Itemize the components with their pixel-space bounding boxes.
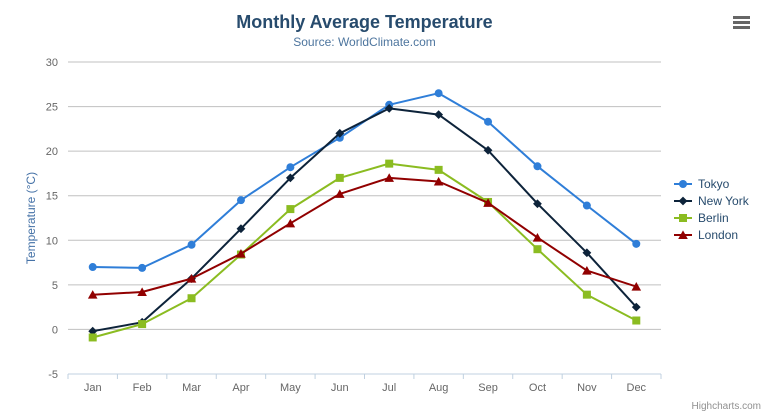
legend-item-tokyo[interactable]: Tokyo — [673, 176, 749, 192]
circle-marker-icon — [674, 180, 692, 188]
hamburger-bar — [733, 26, 750, 29]
data-point-berlin[interactable] — [335, 173, 344, 182]
data-point-berlin[interactable] — [385, 159, 394, 168]
x-axis-tick-label: Jul — [382, 382, 396, 394]
data-point-berlin[interactable] — [533, 245, 542, 254]
triangle-marker-icon — [674, 230, 692, 239]
data-point-tokyo[interactable] — [187, 240, 196, 249]
series-line-london[interactable] — [91, 176, 638, 296]
data-point-tokyo[interactable] — [286, 163, 295, 172]
x-axis-tick-label: Jan — [84, 382, 102, 394]
legend-label-tokyo: Tokyo — [698, 177, 730, 191]
data-point-tokyo[interactable] — [236, 196, 245, 205]
data-point-new-york[interactable] — [533, 199, 542, 209]
data-point-tokyo[interactable] — [138, 263, 147, 272]
data-point-london[interactable] — [334, 189, 345, 198]
y-axis-tick-label: -5 — [48, 369, 58, 381]
data-point-new-york[interactable] — [88, 326, 98, 336]
y-axis-title: Temperature (°C) — [24, 171, 38, 265]
data-point-london[interactable] — [87, 290, 98, 299]
legend-label-new-york: New York — [698, 194, 749, 208]
y-axis-tick-label: 20 — [46, 146, 58, 158]
data-point-london[interactable] — [137, 287, 147, 296]
diamond-marker-icon — [674, 196, 692, 206]
data-point-london[interactable] — [532, 233, 543, 242]
credits-link[interactable]: Highcharts.com — [691, 401, 761, 412]
data-point-new-york[interactable] — [434, 110, 444, 119]
data-point-new-york[interactable] — [582, 248, 592, 258]
data-point-berlin[interactable] — [434, 165, 443, 174]
data-point-berlin[interactable] — [632, 316, 641, 325]
square-marker-icon — [674, 214, 692, 222]
series-line-tokyo[interactable] — [91, 92, 638, 269]
data-point-new-york[interactable] — [384, 103, 394, 113]
hamburger-bar — [733, 16, 750, 19]
y-axis-tick-label: 25 — [46, 102, 58, 114]
y-axis-tick-label: 15 — [46, 191, 58, 203]
x-axis-tick-label: Apr — [232, 382, 249, 394]
data-point-tokyo[interactable] — [434, 89, 443, 98]
data-point-tokyo[interactable] — [533, 162, 542, 171]
data-point-berlin[interactable] — [88, 333, 97, 342]
legend-label-london: London — [698, 228, 739, 242]
data-point-tokyo[interactable] — [632, 239, 641, 248]
x-axis-tick-label: Jun — [331, 382, 349, 394]
legend-marker-symbol — [678, 230, 688, 239]
x-axis-tick-label: Dec — [627, 382, 647, 394]
chart-title: Monthly Average Temperature — [236, 12, 493, 32]
data-point-tokyo[interactable] — [582, 201, 591, 210]
data-point-berlin[interactable] — [187, 294, 196, 303]
x-axis-tick-label: Aug — [429, 382, 449, 394]
data-point-tokyo[interactable] — [88, 263, 97, 272]
y-axis-tick-label: 30 — [46, 57, 58, 69]
x-axis-tick-label: Mar — [182, 382, 201, 394]
data-point-berlin[interactable] — [582, 290, 591, 299]
data-point-london[interactable] — [285, 218, 296, 228]
series-line-new-york[interactable] — [91, 107, 638, 333]
legend-marker-symbol — [679, 214, 687, 222]
data-point-london[interactable] — [433, 176, 444, 186]
series-tokyo — [88, 89, 641, 272]
data-point-new-york[interactable] — [285, 173, 295, 183]
series-line-berlin[interactable] — [91, 162, 638, 339]
data-point-london[interactable] — [384, 173, 395, 182]
data-point-new-york[interactable] — [483, 145, 493, 155]
hamburger-icon[interactable] — [733, 16, 750, 29]
legend-marker-symbol — [678, 196, 688, 206]
data-point-london[interactable] — [236, 249, 246, 258]
data-point-new-york[interactable] — [236, 224, 246, 234]
legend-item-london[interactable]: London — [673, 227, 749, 243]
data-point-london[interactable] — [631, 282, 642, 291]
data-point-new-york[interactable] — [335, 128, 345, 138]
x-axis-tick-label: Sep — [478, 382, 498, 394]
data-point-london[interactable] — [186, 274, 197, 283]
series-london — [87, 173, 642, 299]
data-point-new-york[interactable] — [631, 302, 641, 312]
hamburger-bar — [733, 21, 750, 24]
legend-label-berlin: Berlin — [698, 211, 729, 225]
data-point-london[interactable] — [582, 265, 592, 275]
legend-item-new-york[interactable]: New York — [673, 193, 749, 209]
legend-item-berlin[interactable]: Berlin — [673, 210, 749, 226]
data-point-london[interactable] — [483, 198, 493, 207]
y-axis-tick-label: 5 — [52, 280, 58, 292]
y-axis-tick-label: 10 — [46, 235, 58, 247]
x-axis-tick-label: Oct — [529, 382, 546, 394]
x-axis-tick-label: May — [280, 382, 301, 394]
y-axis-tick-label: 0 — [52, 324, 58, 336]
legend-marker-symbol — [679, 180, 687, 188]
data-point-tokyo[interactable] — [484, 117, 493, 126]
data-point-berlin[interactable] — [138, 320, 147, 329]
legend: Tokyo New York Berlin London — [673, 176, 749, 244]
x-axis-tick-label: Nov — [577, 382, 597, 394]
series-new-york — [88, 103, 641, 336]
data-point-berlin[interactable] — [286, 205, 295, 214]
x-axis-tick-label: Feb — [133, 382, 152, 394]
chart-subtitle: Source: WorldClimate.com — [293, 35, 436, 49]
